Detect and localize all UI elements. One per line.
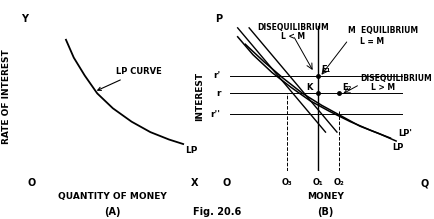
Text: MONEY: MONEY [307,192,344,201]
Text: O₃: O₃ [282,178,293,187]
Text: r: r [216,89,220,98]
Text: X: X [191,178,198,188]
Text: L = M: L = M [360,37,384,46]
Text: K: K [306,83,312,92]
Text: LP: LP [392,143,404,152]
Text: O: O [222,178,230,188]
Text: M  EQUILIBRIUM: M EQUILIBRIUM [349,26,418,35]
Text: Q: Q [421,178,429,188]
Text: O: O [27,178,36,188]
Text: O₁: O₁ [312,178,323,187]
Text: r'': r'' [210,110,220,119]
Text: O₂: O₂ [333,178,344,187]
Text: QUANTITY OF MONEY: QUANTITY OF MONEY [59,192,167,201]
Text: DISEQUILIBRIUM: DISEQUILIBRIUM [257,23,329,32]
Text: E₂: E₂ [343,83,352,92]
Text: INTEREST: INTEREST [195,72,204,121]
Text: RATE OF INTEREST: RATE OF INTEREST [2,49,11,144]
Text: r': r' [213,71,220,80]
Text: Fig. 20.6: Fig. 20.6 [193,207,241,217]
Text: DISEQUILIBRIUM: DISEQUILIBRIUM [360,74,432,83]
Text: (B): (B) [317,207,334,217]
Text: L > M: L > M [372,83,395,92]
Text: Y: Y [21,14,29,24]
Text: (A): (A) [105,207,121,217]
Text: E₁: E₁ [322,65,331,74]
Text: LP CURVE: LP CURVE [98,67,162,90]
Text: P: P [215,14,222,24]
Text: LP: LP [185,145,197,154]
Text: LP': LP' [398,129,412,138]
Text: L < M: L < M [281,32,305,41]
